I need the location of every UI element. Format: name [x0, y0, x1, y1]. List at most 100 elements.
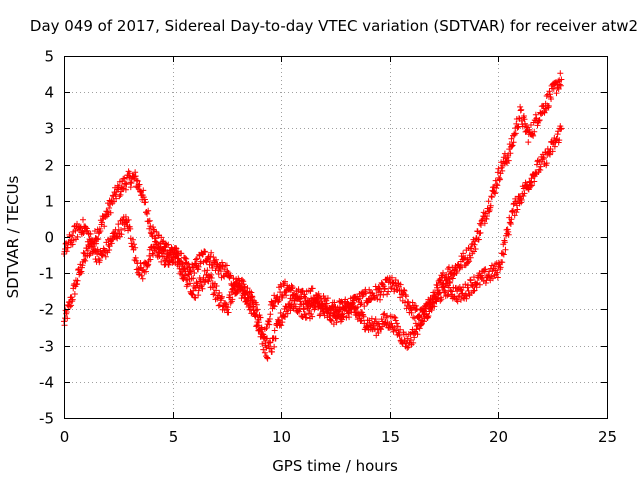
data-point [339, 316, 346, 323]
data-point [556, 81, 563, 88]
data-point [282, 313, 289, 320]
data-point [134, 178, 141, 185]
data-point [236, 282, 243, 289]
data-point [181, 265, 188, 272]
data-point [488, 262, 495, 269]
y-tick-label: 4 [44, 84, 54, 102]
data-point [370, 322, 377, 329]
data-point [231, 281, 238, 288]
data-point [546, 91, 553, 98]
data-point [250, 307, 257, 314]
data-point [558, 76, 565, 83]
data-point [508, 216, 515, 223]
data-point [219, 293, 226, 300]
x-tick-label: 5 [169, 428, 179, 446]
data-point [241, 283, 248, 290]
data-point [380, 311, 387, 318]
data-point [261, 349, 268, 356]
data-point [260, 346, 267, 353]
data-point [105, 241, 112, 248]
data-point [473, 281, 480, 288]
data-point [306, 307, 313, 314]
data-point [478, 222, 485, 229]
data-point [450, 271, 457, 278]
data-point [79, 262, 86, 269]
data-point [466, 258, 473, 265]
data-point [309, 285, 316, 292]
data-point [537, 166, 544, 173]
data-point [272, 335, 279, 342]
data-point [333, 319, 340, 326]
data-point [558, 125, 565, 132]
data-point [401, 337, 408, 344]
data-point [302, 311, 309, 318]
data-point [523, 128, 530, 135]
data-point [191, 294, 198, 301]
data-point [507, 221, 514, 228]
data-point [494, 269, 501, 276]
data-point [469, 282, 476, 289]
data-point [142, 268, 149, 275]
data-point [69, 298, 76, 305]
data-point [545, 102, 552, 109]
data-point [167, 251, 174, 258]
data-point [122, 213, 129, 220]
data-point [131, 176, 138, 183]
data-point [242, 295, 249, 302]
data-point [317, 295, 324, 302]
data-point [402, 291, 409, 298]
data-point [384, 312, 391, 319]
data-point [466, 291, 473, 298]
data-point [195, 287, 202, 294]
data-point [520, 193, 527, 200]
chart-title: Day 049 of 2017, Sidereal Day-to-day VTE… [30, 17, 638, 35]
data-point [131, 241, 138, 248]
data-point [209, 264, 216, 271]
data-point [239, 288, 246, 295]
data-point [139, 275, 146, 282]
data-point [69, 232, 76, 239]
data-point [127, 225, 134, 232]
data-point [91, 240, 98, 247]
data-point [101, 223, 108, 230]
data-point [205, 278, 212, 285]
data-point [296, 308, 303, 315]
data-point [183, 277, 190, 284]
data-point [122, 180, 129, 187]
data-point [527, 122, 534, 129]
data-point [188, 268, 195, 275]
data-point [261, 335, 268, 342]
data-point [80, 249, 87, 256]
data-point [95, 236, 102, 243]
data-point [413, 326, 420, 333]
data-point [472, 238, 479, 245]
data-point [127, 179, 134, 186]
data-point [81, 256, 88, 263]
data-point [485, 271, 492, 278]
data-point [122, 186, 129, 193]
data-point [84, 247, 91, 254]
data-point [170, 254, 177, 261]
data-point [441, 287, 448, 294]
x-tick-label: 25 [598, 428, 617, 446]
data-point [301, 291, 308, 298]
data-point [146, 217, 153, 224]
data-point [444, 292, 451, 299]
data-point [342, 296, 349, 303]
data-point [521, 190, 528, 197]
data-point [404, 298, 411, 305]
data-point [291, 300, 298, 307]
data-point [543, 92, 550, 99]
data-point [531, 178, 538, 185]
data-point [123, 181, 130, 188]
data-point [165, 241, 172, 248]
data-point [218, 295, 225, 302]
data-point [117, 191, 124, 198]
data-point [545, 104, 552, 111]
data-point [468, 245, 475, 252]
y-tick-label: 0 [44, 229, 54, 247]
data-point [464, 259, 471, 266]
data-point [75, 265, 82, 272]
data-point [213, 287, 220, 294]
